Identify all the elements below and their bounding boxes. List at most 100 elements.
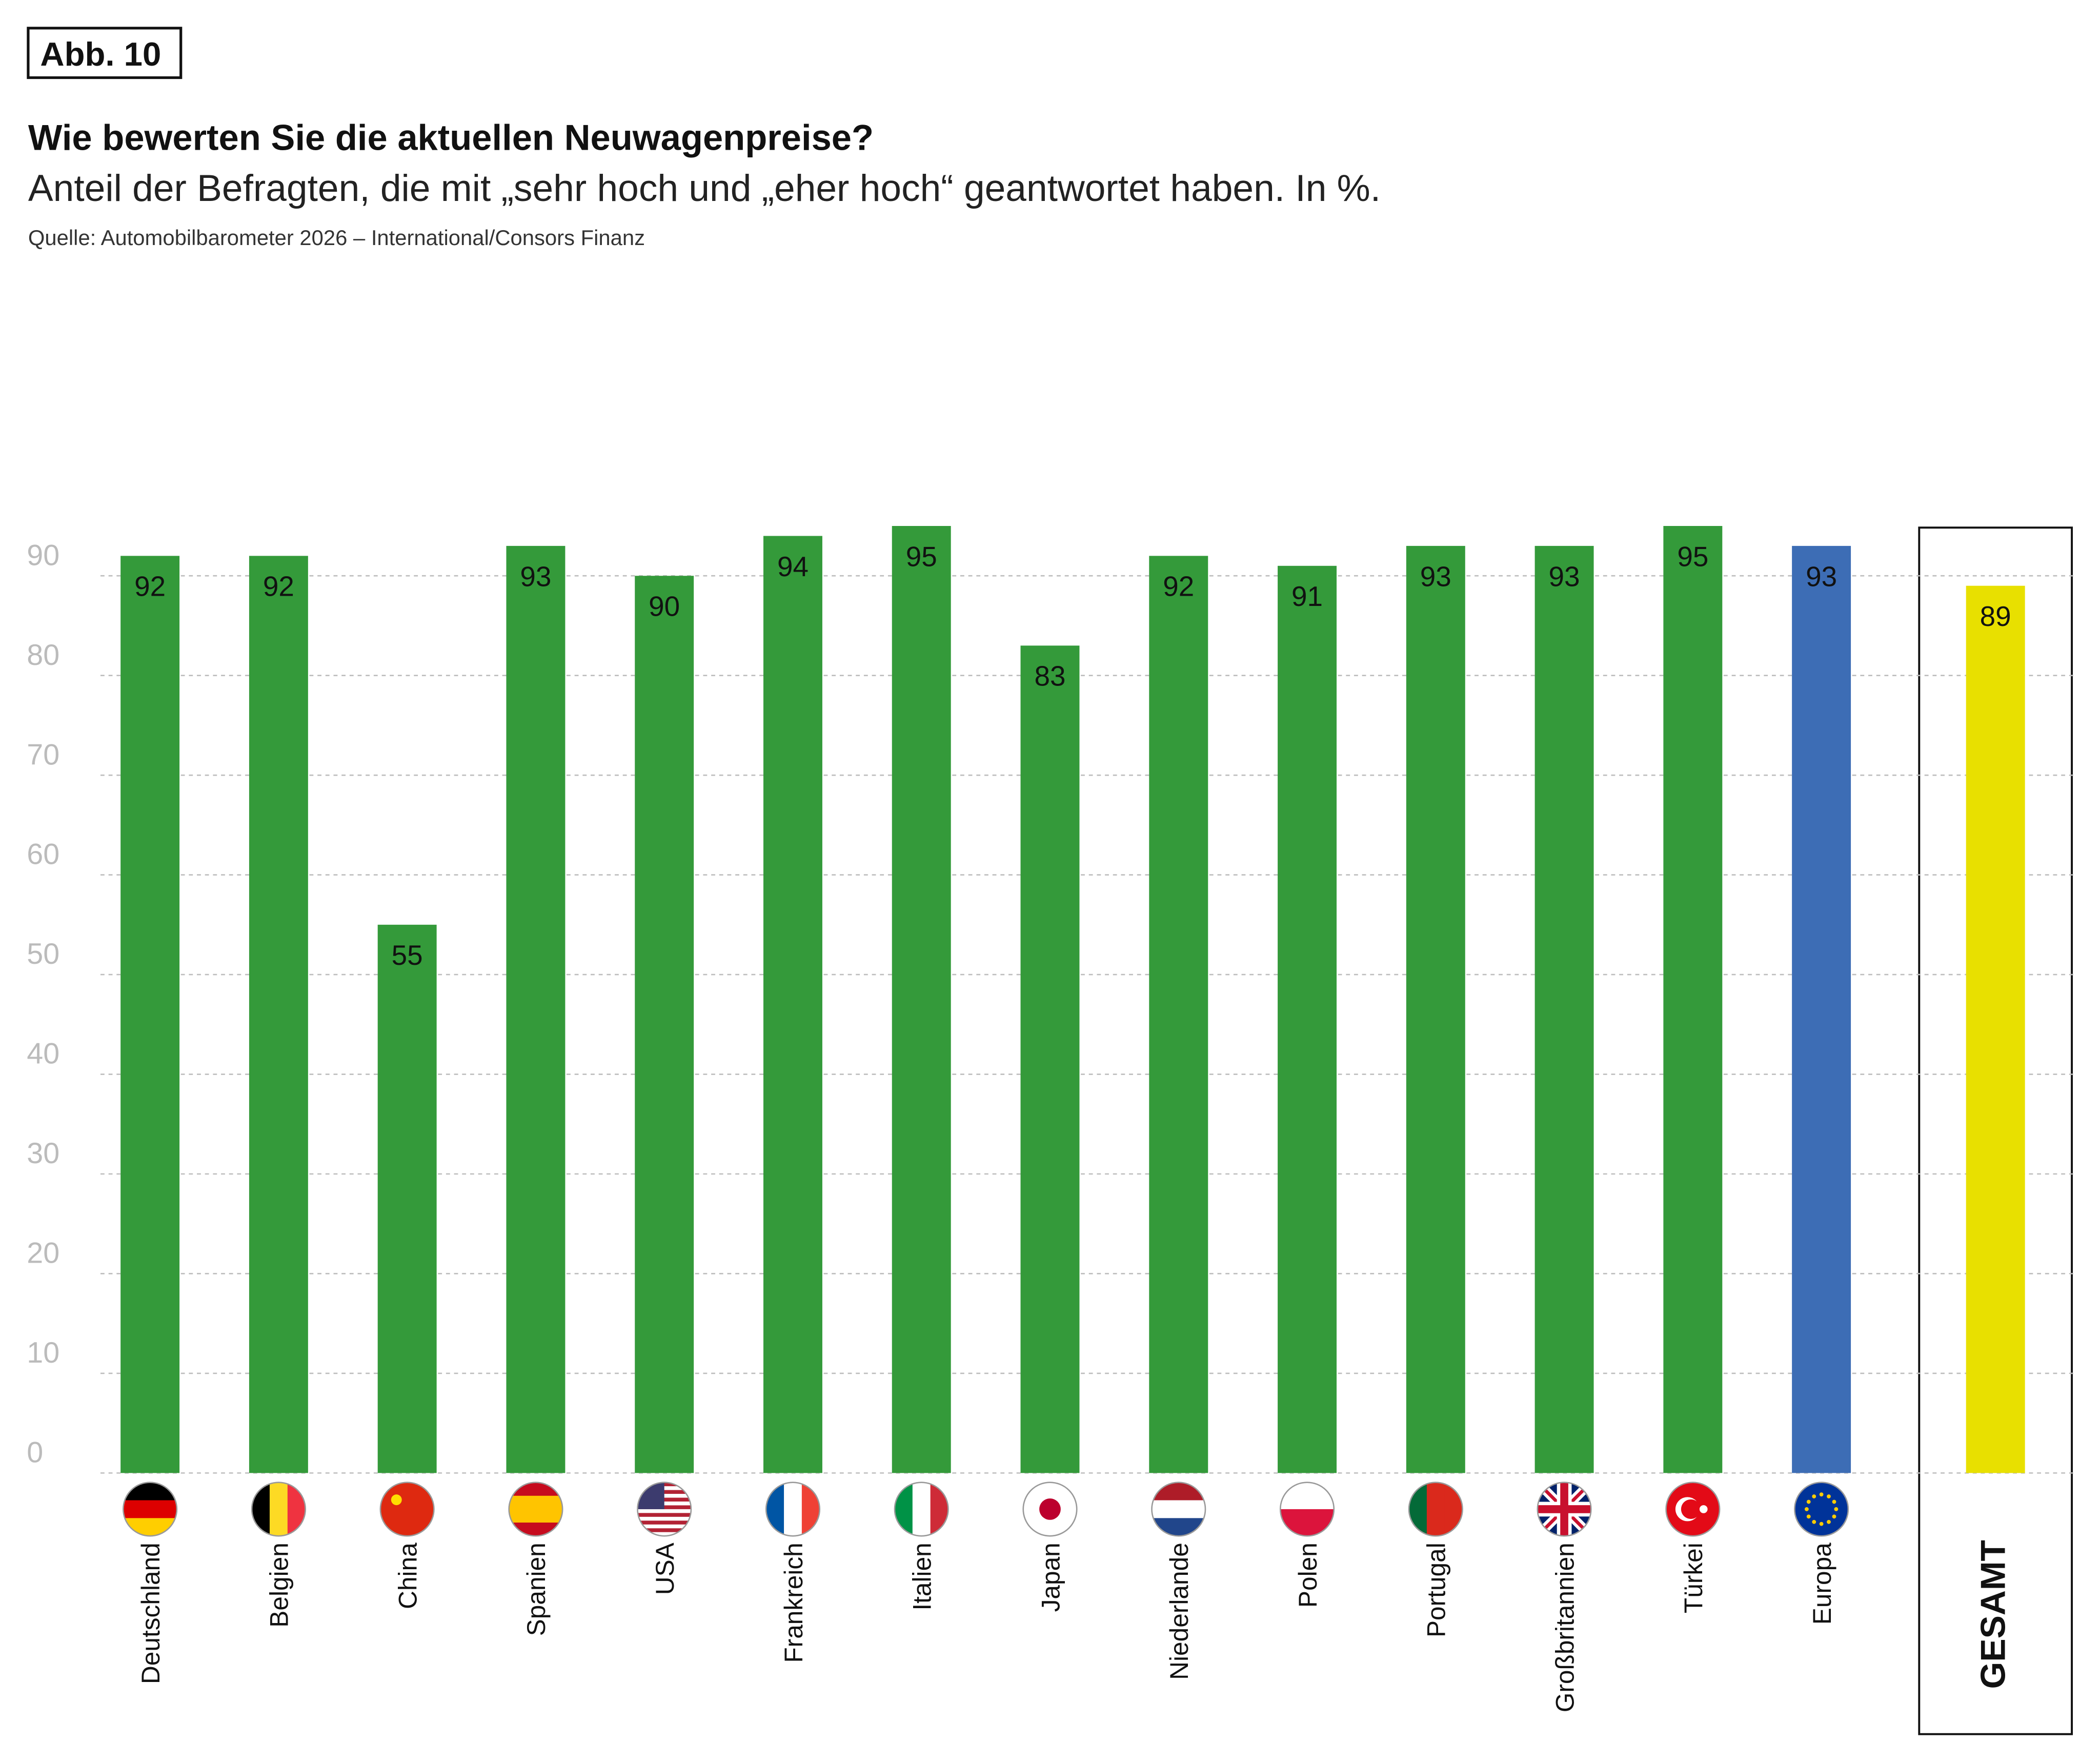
x-tick-label: USA	[651, 1543, 679, 1595]
flag-body	[1794, 1482, 1848, 1536]
bar	[1020, 645, 1080, 1473]
flag-stripe	[269, 1482, 289, 1536]
flag-body	[380, 1482, 434, 1536]
bar	[506, 545, 566, 1473]
bar	[1663, 525, 1723, 1473]
x-tick-label: Polen	[1294, 1543, 1322, 1608]
flag-star	[1804, 1507, 1809, 1511]
flag-rim	[765, 1482, 821, 1537]
y-tick-label: 50	[27, 938, 59, 970]
total-box	[1918, 526, 2073, 1735]
flag-rim	[1151, 1482, 1206, 1537]
flag-star	[1819, 1522, 1824, 1526]
value-label: 93	[520, 560, 551, 592]
x-tick-label: Europa	[1808, 1543, 1836, 1625]
flag-stripe	[637, 1513, 691, 1517]
bar	[1534, 545, 1594, 1473]
chart-subtitle: Anteil der Befragten, die mit „sehr hoch…	[28, 168, 1381, 209]
bar	[377, 924, 437, 1473]
value-label: 83	[1034, 660, 1065, 692]
flag-cross	[1537, 1482, 1591, 1536]
flag-moon	[1681, 1499, 1701, 1519]
value-label: 92	[263, 571, 294, 602]
flag-dot	[1039, 1498, 1061, 1520]
value-label: 89	[1980, 600, 2011, 632]
flag	[637, 1482, 692, 1537]
flag-stripe	[766, 1482, 785, 1536]
flag-stripe	[637, 1528, 691, 1532]
x-tick-label: GESAMT	[1974, 1540, 2012, 1689]
flag-stripe	[1409, 1482, 1428, 1536]
flag	[1408, 1482, 1463, 1537]
flag-stripe	[637, 1520, 691, 1525]
figure-label-box	[27, 27, 183, 79]
x-tick-label: Niederlande	[1165, 1543, 1194, 1680]
value-label: 93	[1806, 560, 1837, 592]
value-label: 92	[1163, 571, 1194, 602]
flag-rim	[1279, 1482, 1335, 1537]
flag-rim	[379, 1482, 435, 1537]
flag-star	[1827, 1494, 1831, 1498]
flag	[765, 1482, 821, 1537]
value-label: 91	[1291, 580, 1323, 612]
flag-star	[1834, 1507, 1839, 1511]
value-label: 90	[649, 591, 680, 622]
flag-rim	[508, 1482, 563, 1537]
flag-stripe	[1426, 1482, 1446, 1536]
flag-stripe	[784, 1482, 803, 1536]
bar	[1792, 545, 1851, 1473]
flag	[1794, 1482, 1849, 1537]
y-tick-label: 0	[27, 1436, 43, 1469]
value-label: 92	[134, 571, 166, 602]
flag	[379, 1482, 435, 1537]
chart-title: Wie bewerten Sie die aktuellen Neuwagenp…	[28, 117, 874, 158]
flag-stripe	[912, 1482, 931, 1536]
flag-star	[1832, 1514, 1836, 1519]
flag-star	[1827, 1519, 1831, 1524]
flag-stripe	[637, 1497, 691, 1502]
flag	[508, 1482, 563, 1537]
flag-star	[1832, 1499, 1836, 1504]
flag-bg	[380, 1482, 434, 1536]
x-tick-label: Türkei	[1679, 1543, 1708, 1613]
flag-stripe	[894, 1482, 914, 1536]
flag-rim	[1022, 1482, 1078, 1537]
value-label: 93	[1549, 560, 1580, 592]
flag-rim	[123, 1482, 178, 1537]
flag	[1279, 1482, 1335, 1537]
bar	[635, 576, 694, 1473]
y-tick-label: 90	[27, 539, 59, 572]
bar	[249, 556, 308, 1473]
flag-rim	[637, 1482, 692, 1537]
figure-label: Abb. 10	[40, 35, 161, 73]
flag-star	[1699, 1505, 1708, 1513]
flag	[1151, 1482, 1206, 1537]
bar	[1966, 585, 2025, 1473]
flag-star	[1812, 1494, 1816, 1498]
flag-star	[1806, 1499, 1811, 1504]
x-tick-label: Spanien	[522, 1543, 551, 1636]
flag-rim	[1665, 1482, 1721, 1537]
y-tick-label: 20	[27, 1237, 59, 1270]
flag	[1537, 1482, 1592, 1537]
flag-star	[1812, 1519, 1816, 1524]
flag-rim	[251, 1482, 306, 1537]
flag-stripe	[1280, 1482, 1334, 1510]
flag-stripe	[252, 1482, 271, 1536]
flag-rim	[894, 1482, 949, 1537]
flag-star	[391, 1494, 402, 1506]
flag	[123, 1482, 178, 1537]
flag-stripe	[1152, 1482, 1206, 1501]
x-tick-label: Großbritannien	[1550, 1543, 1579, 1712]
x-tick-label: Italien	[908, 1543, 937, 1610]
flag-stripe	[637, 1505, 691, 1509]
x-tick-label: Belgien	[265, 1543, 294, 1628]
flag	[894, 1482, 949, 1537]
value-label: 55	[392, 939, 423, 971]
flag-body	[1409, 1482, 1463, 1536]
flag-bg	[1794, 1482, 1848, 1536]
flag	[1665, 1482, 1721, 1537]
y-tick-label: 60	[27, 838, 59, 871]
bar	[1149, 556, 1208, 1473]
